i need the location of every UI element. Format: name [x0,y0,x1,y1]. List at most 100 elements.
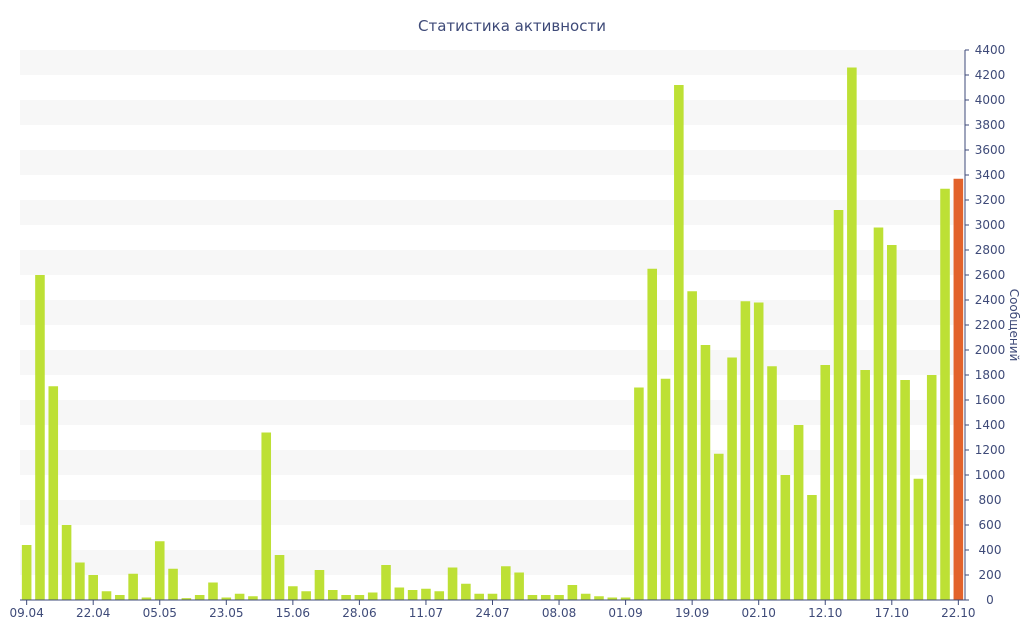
grid-band [20,150,965,175]
bar [221,597,232,600]
bar [487,593,498,600]
x-tick-label: 11.07 [409,606,443,620]
x-tick-label: 15.06 [276,606,310,620]
bar [314,570,325,600]
bar [394,587,405,600]
bar [367,592,378,600]
bar [381,565,391,600]
y-tick-label: 200 [979,568,1002,582]
grid-band [20,50,965,75]
grid-band [20,400,965,425]
bar [887,245,897,600]
x-tick-label: 19.09 [675,606,709,620]
x-tick-label: 09.04 [9,606,43,620]
bar [820,365,831,600]
bar [940,188,950,600]
y-tick-label: 1200 [975,443,1006,457]
bar [900,380,910,600]
bar [660,378,671,600]
chart-title: Статистика активности [418,17,606,35]
y-tick-label: 3000 [975,218,1006,232]
y-axis-ticks: 0 200 400 600 800 1000 1200 1400 1600 1800 2000 220… [965,43,1005,607]
y-tick-label: 2400 [975,293,1006,307]
bar [567,585,578,600]
y-tick-label: 800 [979,493,1002,507]
bar [181,598,192,601]
bar [261,432,272,600]
y-tick-label: 2600 [975,268,1006,282]
bar [620,597,631,600]
x-tick-label: 05.05 [143,606,177,620]
bar [674,85,684,600]
bar [860,370,870,600]
bar [447,567,458,600]
bar [168,568,178,600]
bar [141,597,152,600]
grid-band [20,450,965,475]
y-tick-label: 4200 [975,68,1006,82]
y-tick-label: 1600 [975,393,1006,407]
y-tick-label: 2200 [975,318,1006,332]
bar [474,593,484,600]
bar [407,590,418,600]
bar [847,67,857,600]
bar [274,555,285,600]
bar [753,302,764,600]
grid-band [20,100,965,125]
x-tick-label: 17.10 [875,606,909,620]
bar [527,595,538,600]
bar [354,595,365,600]
x-tick-label: 02.10 [742,606,776,620]
bar [327,590,338,600]
bar [647,268,658,600]
bar [634,387,644,600]
bar [514,572,524,600]
bar [793,425,804,600]
bar [115,595,125,600]
bar [461,583,471,600]
bar [780,475,791,600]
y-tick-label: 1400 [975,418,1006,432]
bar [833,210,844,600]
bars [21,67,964,601]
bar [128,573,138,600]
bar [234,593,245,600]
bar [35,275,45,600]
bar [208,582,218,600]
y-axis-label: Сообщений [1007,289,1021,362]
bar [301,591,311,600]
bar [580,593,591,600]
x-tick-label: 28.06 [342,606,376,620]
bar [48,386,59,600]
y-tick-label: 0 [986,593,994,607]
bar [194,595,205,600]
y-tick-label: 4400 [975,43,1006,57]
bar [713,453,724,600]
bar [75,562,85,600]
y-tick-label: 2800 [975,243,1006,257]
x-tick-label: 22.10 [941,606,975,620]
x-tick-label: 22.04 [76,606,110,620]
bar-highlighted [953,178,964,600]
y-tick-label: 3800 [975,118,1006,132]
grid-band [20,350,965,375]
bar [700,345,711,600]
bar [21,545,32,600]
grid-band [20,300,965,325]
y-tick-label: 2000 [975,343,1006,357]
bar [434,591,445,600]
grid-band [20,250,965,275]
bar [61,525,72,600]
bar [727,357,737,600]
x-axis-ticks: 09.04 22.04 05.05 23.05 15.06 28.06 11.07 24.07… [9,600,976,620]
bar [540,595,551,600]
y-tick-label: 3600 [975,143,1006,157]
bar [341,595,351,600]
bar [88,575,98,600]
bar [101,591,112,600]
x-tick-label: 08.08 [542,606,576,620]
bar [740,301,751,600]
bar [421,588,431,600]
y-tick-label: 4000 [975,93,1006,107]
